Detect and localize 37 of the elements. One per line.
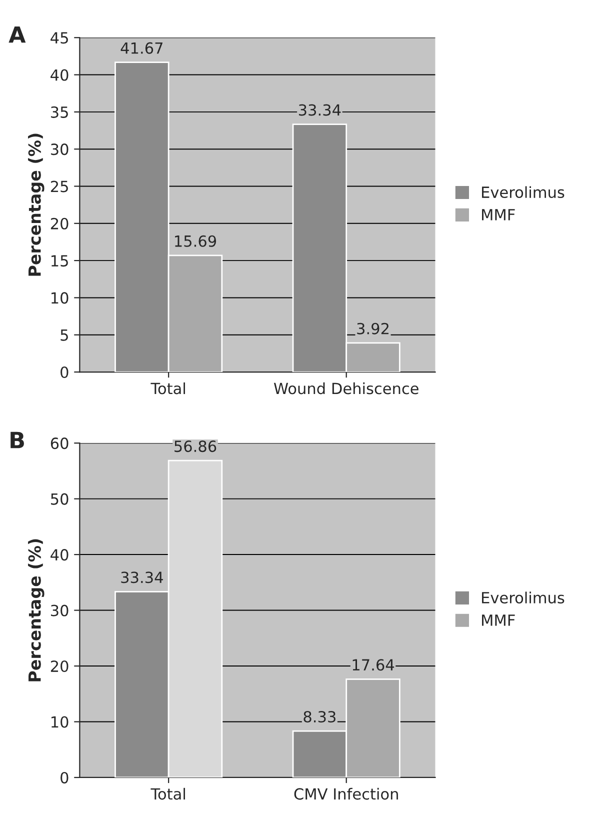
legend-label: Everolimus (482, 186, 564, 198)
data-label: 15.69 (175, 235, 216, 247)
y-tick-label: 35 (50, 106, 68, 118)
data-label: 3.92 (357, 322, 388, 334)
y-tick-label: 10 (52, 716, 68, 728)
y-tick-label: 60 (50, 438, 68, 450)
chart-title: A (8, 26, 26, 43)
chart-title: B (10, 432, 24, 448)
data-label: 8.33 (304, 710, 336, 723)
y-tick-label: 0 (60, 366, 68, 378)
x-tick-label: Wound Dehiscence (274, 382, 418, 394)
y-axis-title: Percentage (%) (28, 134, 44, 276)
y-tick-label: 20 (50, 218, 68, 230)
y-tick-label: 20 (50, 660, 68, 672)
y-tick-label: 45 (50, 32, 68, 44)
y-tick-label: 30 (50, 144, 68, 156)
x-tick-label: Total (150, 788, 185, 800)
x-tick-label: CMV Infection (294, 788, 398, 800)
y-tick-label: 5 (60, 330, 68, 341)
y-tick-label: 10 (52, 292, 68, 304)
y-tick-label: 25 (50, 180, 68, 192)
legend-label: MMF (482, 209, 515, 220)
data-label: 17.64 (352, 659, 394, 671)
y-tick-label: 15 (52, 255, 68, 267)
y-tick-label: 0 (60, 772, 68, 784)
data-label: 41.67 (120, 42, 162, 54)
y-tick-label: 50 (51, 493, 68, 505)
y-tick-label: 30 (50, 604, 68, 616)
y-tick-label: 40 (50, 69, 68, 81)
data-label: 56.86 (174, 440, 216, 452)
data-label: 33.34 (121, 572, 163, 584)
legend-label: Everolimus (482, 592, 564, 604)
legend-label: MMF (482, 614, 515, 626)
data-label: 33.34 (298, 104, 341, 116)
y-tick-label: 40 (50, 549, 68, 561)
x-tick-label: Total (150, 382, 185, 394)
y-axis-title: Percentage (%) (28, 539, 44, 682)
